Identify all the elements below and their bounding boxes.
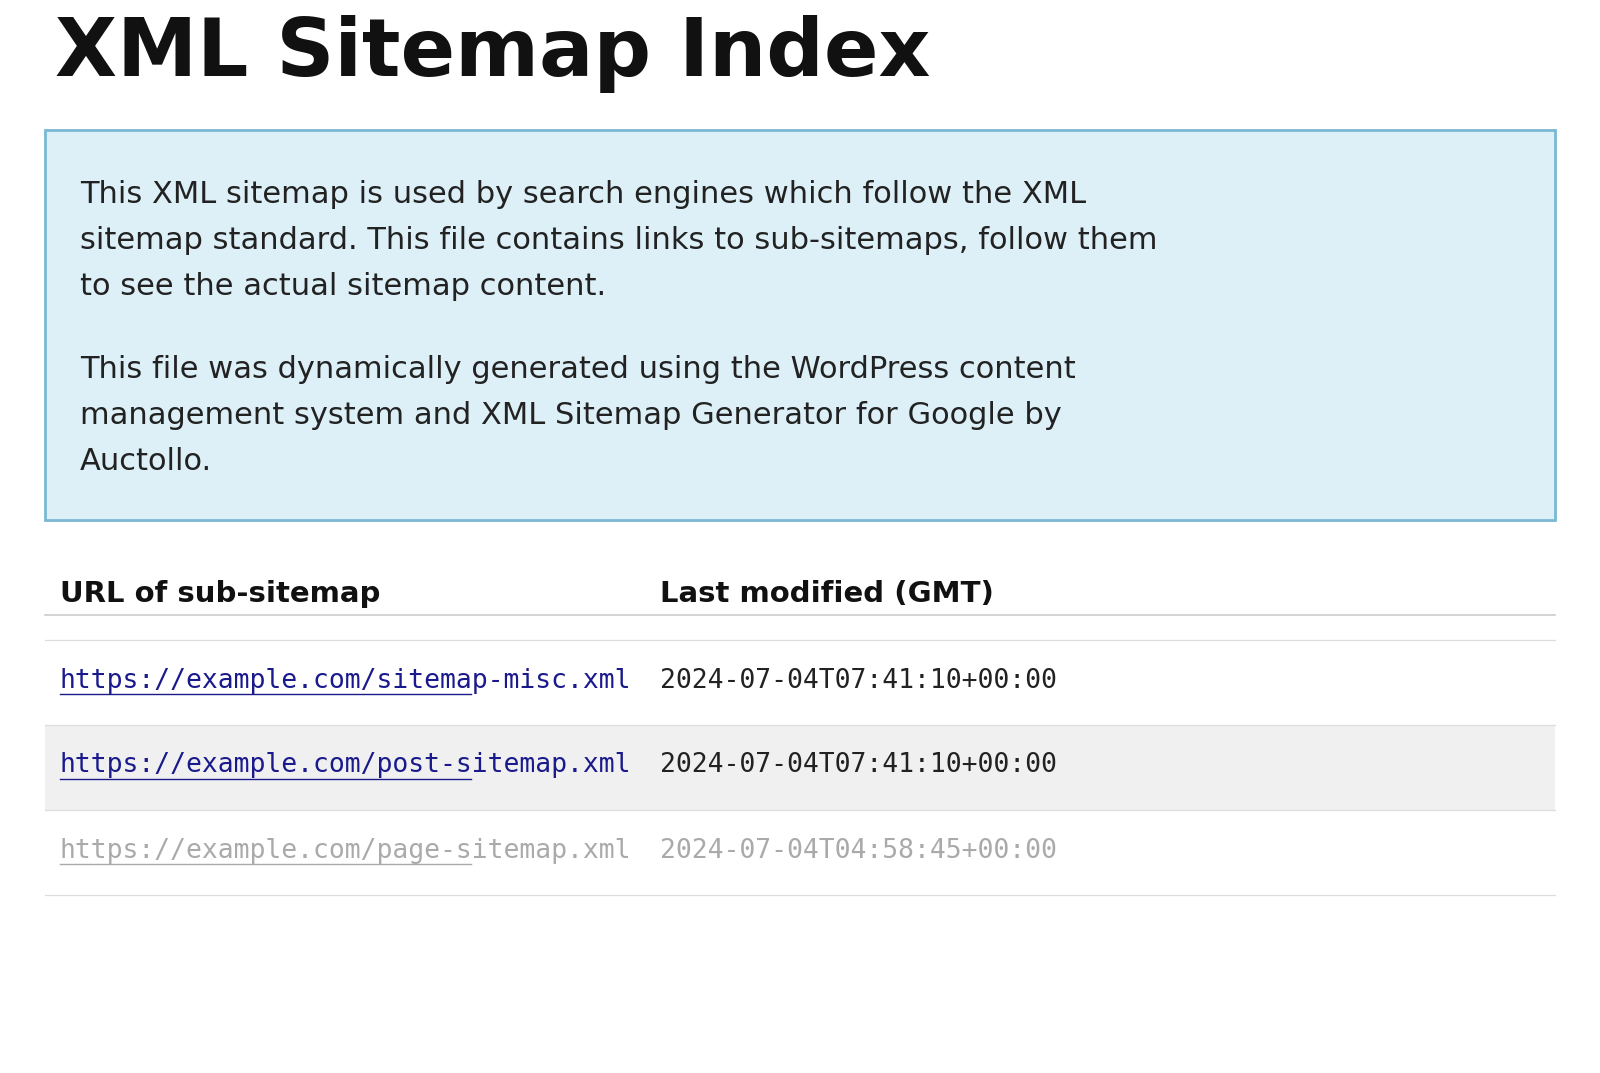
Text: XML Sitemap Index: XML Sitemap Index — [54, 15, 930, 93]
Text: Auctollo.: Auctollo. — [80, 447, 213, 476]
Text: https://example.com/page-sitemap.xml: https://example.com/page-sitemap.xml — [61, 838, 632, 864]
Text: URL of sub-sitemap: URL of sub-sitemap — [61, 580, 381, 608]
Text: This XML sitemap is used by search engines which follow the XML: This XML sitemap is used by search engin… — [80, 180, 1086, 209]
Text: sitemap standard. This file contains links to sub-sitemaps, follow them: sitemap standard. This file contains lin… — [80, 226, 1157, 255]
Text: Last modified (GMT): Last modified (GMT) — [661, 580, 994, 608]
Text: https://example.com/sitemap-misc.xml: https://example.com/sitemap-misc.xml — [61, 667, 632, 693]
Text: https://example.com/post-sitemap.xml: https://example.com/post-sitemap.xml — [61, 752, 632, 779]
Text: 2024-07-04T07:41:10+00:00: 2024-07-04T07:41:10+00:00 — [661, 667, 1058, 693]
FancyBboxPatch shape — [45, 640, 1555, 725]
Text: 2024-07-04T07:41:10+00:00: 2024-07-04T07:41:10+00:00 — [661, 752, 1058, 779]
Text: 2024-07-04T04:58:45+00:00: 2024-07-04T04:58:45+00:00 — [661, 838, 1058, 864]
Text: management system and XML Sitemap Generator for Google by: management system and XML Sitemap Genera… — [80, 401, 1062, 430]
Text: This file was dynamically generated using the WordPress content: This file was dynamically generated usin… — [80, 355, 1075, 384]
FancyBboxPatch shape — [45, 130, 1555, 520]
FancyBboxPatch shape — [45, 810, 1555, 895]
FancyBboxPatch shape — [45, 725, 1555, 810]
Text: to see the actual sitemap content.: to see the actual sitemap content. — [80, 271, 606, 302]
